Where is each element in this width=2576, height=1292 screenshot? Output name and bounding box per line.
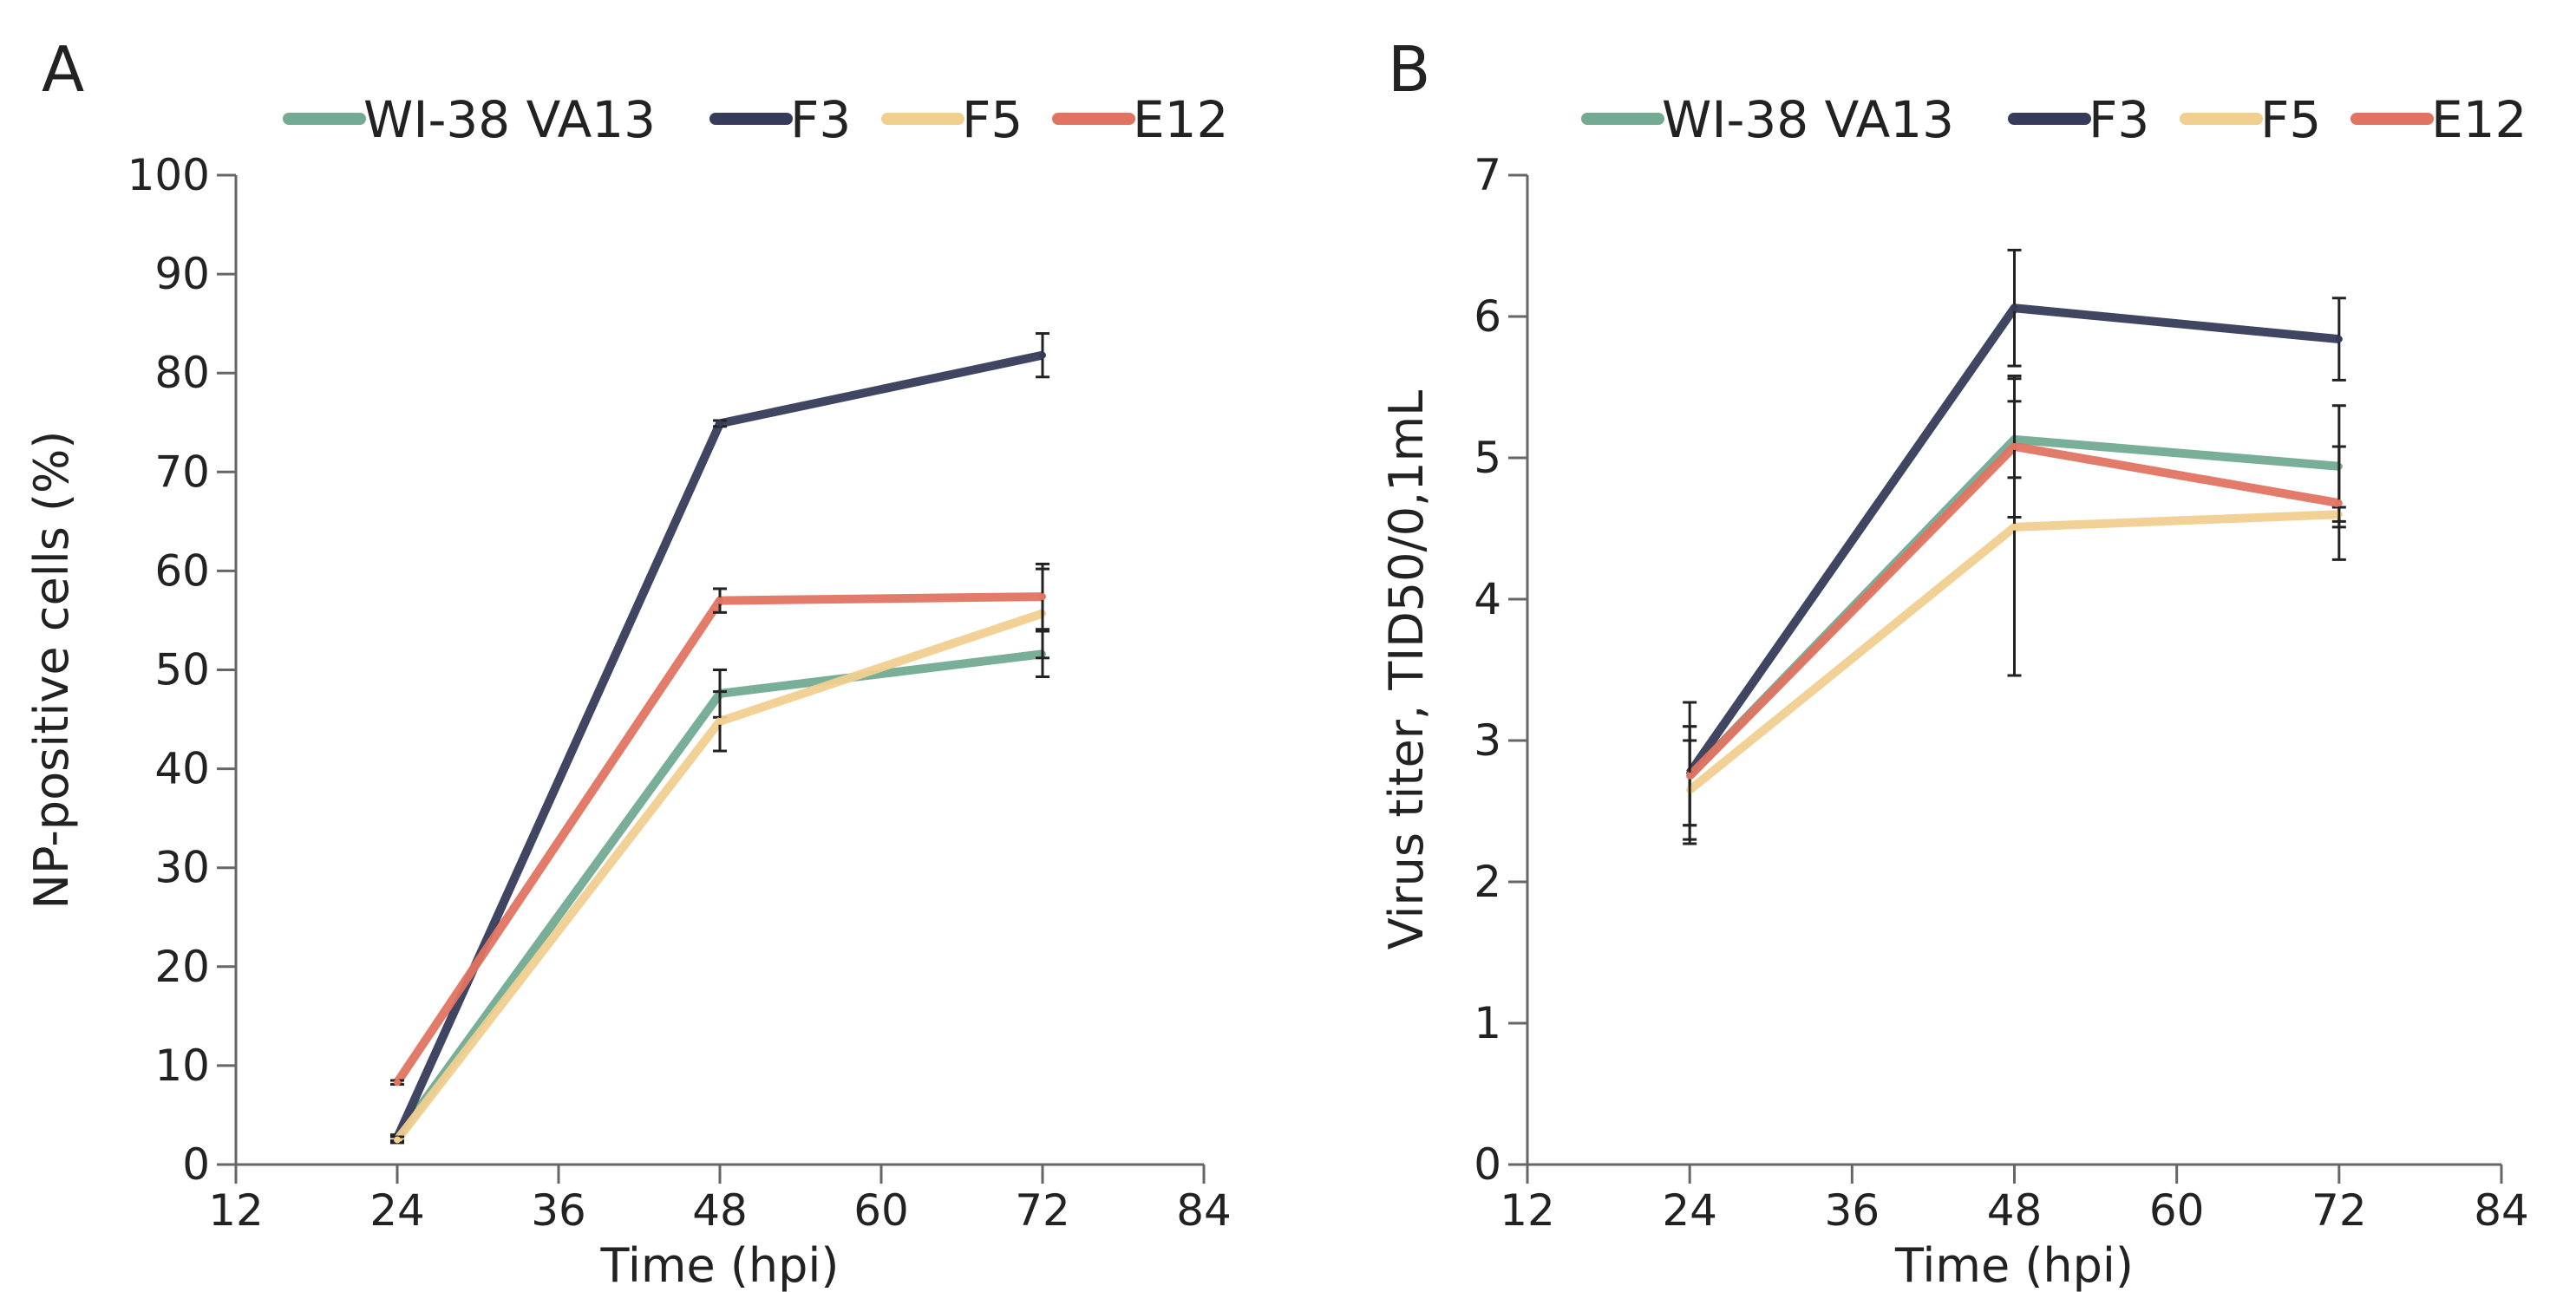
x-tick-label: 60 [853, 1185, 909, 1236]
y-tick-label: 10 [154, 1041, 210, 1091]
y-tick-label: 5 [1474, 433, 1501, 483]
legend-item: WI-38 VA13 [283, 90, 656, 149]
data-point [2010, 304, 2018, 312]
data-point [716, 717, 723, 725]
data-point [716, 420, 723, 427]
y-tick-label: 50 [154, 645, 210, 695]
series-e12 [390, 562, 1049, 1086]
y-tick-label: 40 [154, 744, 210, 794]
y-tick-label: 0 [182, 1139, 210, 1190]
y-tick-label: 1 [1474, 998, 1501, 1048]
x-axis-title: Time (hpi) [1894, 1238, 2134, 1292]
data-point [2335, 499, 2343, 507]
legend-label: F3 [2089, 90, 2149, 149]
y-tick-label: 2 [1474, 857, 1501, 907]
y-tick-label: 80 [154, 348, 210, 398]
data-point [716, 597, 723, 604]
x-tick-label: 36 [1825, 1185, 1880, 1236]
x-tick-label: 72 [1015, 1185, 1070, 1236]
x-tick-label: 24 [369, 1185, 425, 1236]
x-tick-label: 60 [2149, 1185, 2205, 1236]
y-tick-label: 7 [1474, 150, 1501, 200]
x-tick-label: 36 [531, 1185, 586, 1236]
y-tick-label: 6 [1474, 291, 1501, 342]
x-tick-label: 84 [2474, 1185, 2529, 1236]
legend-item: F5 [2180, 90, 2321, 149]
data-point [1686, 772, 1694, 780]
legend-item: F5 [881, 90, 1023, 149]
legend-item: E12 [1052, 90, 1228, 149]
x-tick-label: 84 [1176, 1185, 1232, 1236]
y-tick-label: 3 [1474, 715, 1501, 766]
chart-panel-A: A 0 10 20 30 40 50 60 70 80 90 100 12 24 36 48 60 72 84 Tim… [24, 33, 1232, 1292]
series-e12 [1683, 374, 2346, 827]
legend-label: E12 [1133, 90, 1228, 149]
y-axis-title: Virus titer, TID50/0,1mL [1379, 390, 1434, 950]
legend-label: F5 [962, 90, 1023, 149]
panel-label: B [1388, 33, 1430, 106]
x-tick-label: 24 [1662, 1185, 1717, 1236]
legend-label: E12 [2431, 90, 2527, 149]
legend-item: F3 [709, 90, 851, 149]
data-point [2010, 442, 2018, 450]
data-point [394, 1136, 401, 1144]
y-tick-label: 20 [154, 942, 210, 992]
data-point [2335, 336, 2343, 343]
y-axis-title: NP-positive cells (%) [24, 431, 79, 910]
legend-item: WI-38 VA13 [1581, 90, 1954, 149]
legend-item: F3 [2008, 90, 2149, 149]
data-point [394, 1079, 401, 1086]
panel-label: A [42, 33, 84, 106]
legend-label: WI-38 VA13 [363, 90, 656, 149]
legend-label: F3 [790, 90, 851, 149]
series-f5 [390, 567, 1049, 1145]
x-tick-label: 48 [692, 1185, 748, 1236]
data-point [1039, 593, 1046, 601]
data-point [1039, 351, 1046, 359]
y-tick-label: 90 [154, 249, 210, 299]
x-tick-label: 72 [2311, 1185, 2367, 1236]
legend-label: WI-38 VA13 [1662, 90, 1954, 149]
y-tick-label: 30 [154, 843, 210, 893]
y-tick-label: 4 [1474, 574, 1501, 624]
y-tick-label: 100 [127, 150, 210, 200]
y-tick-label: 0 [1474, 1139, 1501, 1190]
x-axis-title: Time (hpi) [600, 1238, 840, 1292]
legend-item: E12 [2350, 90, 2527, 149]
legend-label: F5 [2260, 90, 2321, 149]
y-tick-label: 70 [154, 447, 210, 497]
x-tick-label: 12 [1500, 1185, 1555, 1236]
y-tick-label: 60 [154, 545, 210, 596]
x-tick-label: 12 [208, 1185, 264, 1236]
data-point [2010, 523, 2018, 531]
x-tick-label: 48 [1987, 1185, 2043, 1236]
